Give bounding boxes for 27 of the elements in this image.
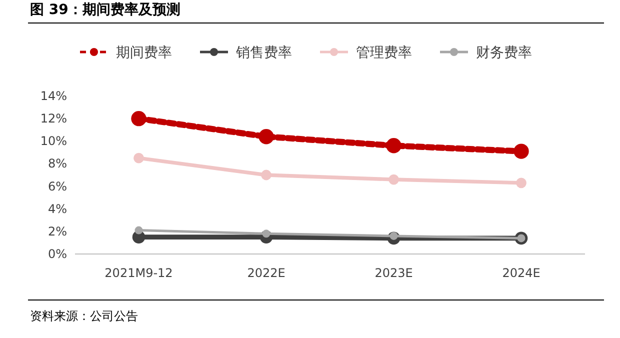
- y-tick-label: 6%: [48, 179, 67, 194]
- point: [514, 144, 529, 159]
- point: [134, 152, 144, 164]
- x-tick-label: 2023E: [374, 266, 413, 280]
- text: 资料来源：公司公告: [30, 309, 138, 323]
- point: [258, 129, 274, 144]
- y-tick-label: 8%: [48, 156, 67, 171]
- x-tick-label: 2021M9-12: [104, 266, 173, 280]
- point: [516, 178, 526, 188]
- y-tick-label: 14%: [40, 89, 67, 103]
- legend-label: 销售费率: [235, 45, 292, 61]
- y-tick-label: 4%: [48, 202, 67, 216]
- y-tick-label: 12%: [40, 112, 67, 126]
- legend-label: 期间费率: [116, 45, 172, 61]
- chart-title: 图 39：期间费率及预测: [30, 1, 180, 18]
- point: [261, 170, 272, 180]
- point: [388, 174, 399, 185]
- legend-label: 财务费率: [476, 45, 532, 61]
- y-tick-label: 2%: [48, 224, 67, 238]
- point: [386, 138, 402, 154]
- point: [131, 110, 146, 126]
- x-tick-label: 2022E: [247, 266, 286, 280]
- y-tick-label: 0%: [48, 247, 67, 261]
- x-tick-label: 2024E: [502, 266, 540, 280]
- legend-label: 管理费率: [356, 45, 412, 61]
- y-tick-label: 10%: [40, 134, 67, 148]
- point: [134, 226, 143, 234]
